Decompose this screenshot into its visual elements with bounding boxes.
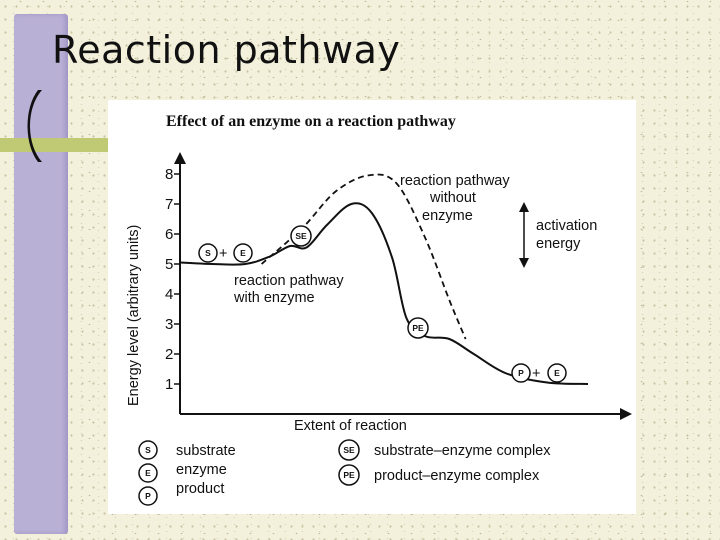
legend-pe-icon: PE [338, 464, 360, 486]
legend-s-icon: S [138, 440, 158, 460]
legend: S substrate E enzyme P product SE substr… [138, 439, 551, 506]
axes [174, 152, 632, 420]
plus-sign: + [219, 246, 227, 262]
legend-substrate: substrate [176, 443, 236, 459]
series-line-with-enzyme [179, 202, 589, 385]
y-axis-ticks: 1 2 3 4 5 6 7 8 [165, 166, 180, 393]
activation-energy-label-line2: energy [536, 236, 581, 252]
y-tick-label: 7 [165, 196, 173, 213]
svg-text:P: P [145, 491, 151, 501]
legend-enzyme: enzyme [176, 462, 227, 478]
y-tick-label: 2 [165, 346, 173, 363]
without-enzyme-label-line3: enzyme [422, 208, 473, 224]
x-axis-label: Extent of reaction [294, 418, 407, 434]
marker-e2-text: E [554, 368, 560, 378]
series-line-without-enzyme [261, 173, 467, 340]
marker-p2-text: P [518, 368, 524, 378]
decorative-side-bar [14, 14, 68, 534]
activation-energy-label-line1: activation [536, 218, 597, 234]
diagram-svg: Effect of an enzyme on a reaction pathwa… [126, 113, 632, 506]
y-tick-label: 8 [165, 166, 173, 183]
y-tick-label: 1 [165, 376, 173, 393]
legend-pe-complex: product–enzyme complex [374, 468, 540, 484]
svg-text:SE: SE [343, 445, 355, 455]
marker-pe-complex-on-curve: PE [407, 317, 429, 339]
activation-energy-arrow [519, 202, 529, 268]
marker-enzyme-released: E [547, 363, 567, 383]
svg-text:S: S [145, 445, 151, 455]
bracket-mark [27, 90, 42, 162]
y-tick-label: 4 [165, 286, 173, 303]
marker-se-complex-on-curve: SE [290, 225, 312, 247]
enzyme-diagram-figure: Effect of an enzyme on a reaction pathwa… [108, 100, 636, 514]
legend-p-icon: P [138, 486, 158, 506]
y-tick-label: 3 [165, 316, 173, 333]
with-enzyme-label-line2: with enzyme [233, 290, 315, 306]
with-enzyme-label-line1: reaction pathway [234, 273, 344, 289]
without-enzyme-label-line2: without [429, 190, 476, 206]
legend-e-icon: E [138, 463, 158, 483]
marker-enzyme-on-curve: E [233, 243, 253, 263]
marker-substrate-on-curve: S [198, 243, 218, 263]
figure-title: Effect of an enzyme on a reaction pathwa… [166, 113, 456, 130]
plus-sign: + [532, 366, 540, 382]
without-enzyme-label-line1: reaction pathway [400, 173, 510, 189]
svg-text:E: E [145, 468, 151, 478]
marker-se-text: SE [295, 231, 307, 241]
y-axis-label: Energy level (arbitrary units) [126, 225, 142, 406]
marker-pe-text: PE [412, 323, 424, 333]
marker-product-on-curve: P [511, 363, 531, 383]
legend-product: product [176, 481, 224, 497]
decorative-accent-bar [0, 138, 108, 152]
svg-text:PE: PE [343, 470, 355, 480]
slide-title: Reaction pathway [52, 28, 401, 72]
y-tick-label: 5 [165, 256, 173, 273]
legend-se-complex: substrate–enzyme complex [374, 443, 551, 459]
legend-se-icon: SE [338, 439, 360, 461]
y-tick-label: 6 [165, 226, 173, 243]
marker-s-text: S [205, 248, 211, 258]
marker-e-text: E [240, 248, 246, 258]
